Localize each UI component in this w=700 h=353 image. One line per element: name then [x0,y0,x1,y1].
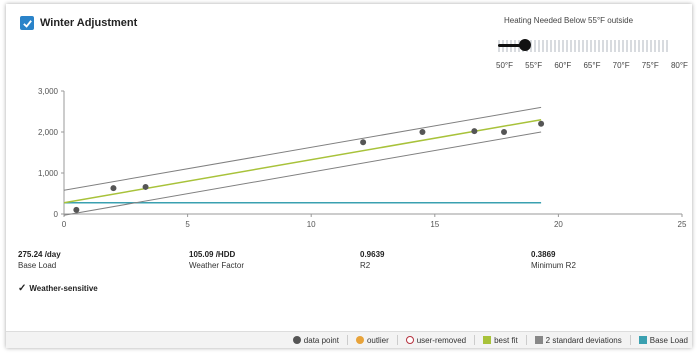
y-tick-label: 2,000 [38,128,59,137]
legend-label: Base Load [649,335,688,345]
slider-labels: 50°F 55°F 60°F 65°F 70°F 75°F 80°F [496,61,688,70]
panel-title: Winter Adjustment [40,17,138,29]
data-point[interactable] [142,183,149,190]
weather-sensitive-label: Weather-sensitive [29,284,98,293]
y-tick-label: 1,000 [38,169,59,178]
stat-weather-factor: 105.09 /HDD Weather Factor [189,249,244,271]
legend-item: outlier [355,335,389,345]
winter-adjustment-panel: Winter Adjustment Heating Needed Below 5… [6,4,692,348]
legend-item: 2 standard deviations [534,335,622,345]
data-point[interactable] [538,120,545,127]
legend-item: Base Load [638,335,688,345]
legend-label: data point [303,335,339,345]
legend-label: outlier [366,335,389,345]
legend-swatch [638,336,647,344]
legend-swatch [355,336,364,344]
stat-value: 275.24 /day [18,250,61,259]
x-tick-label: 5 [185,220,190,229]
stat-minimum-r2: 0.3869 Minimum R2 [531,249,576,271]
weather-sensitive-indicator: ✓ Weather-sensitive [18,283,98,294]
stat-label: R2 [360,261,371,270]
legend-swatch [405,336,414,344]
stat-label: Base Load [18,261,57,270]
stat-base-load: 275.24 /day Base Load [18,249,61,271]
data-point[interactable] [471,128,478,135]
chart-legend: data point outlier user-removed best fit 2 s… [6,331,692,348]
x-tick-label: 15 [430,220,439,229]
legend-swatch [534,336,543,344]
slider-track-background[interactable] [498,40,670,52]
legend-separator [396,335,398,345]
y-tick-label: 3,000 [38,87,59,96]
stat-value: 0.9639 [360,250,385,259]
y-tick-label: 0 [54,210,59,219]
panel-header: Winter Adjustment [20,16,137,30]
slider-label: 60°F [554,61,572,70]
legend-item: data point [292,335,339,345]
stat-r2: 0.9639 R2 [360,249,384,271]
legend-label: user-removed [416,335,467,345]
legend-separator [346,335,348,345]
stat-value: 0.3869 [531,250,556,259]
slider-label: 55°F [525,61,543,70]
x-tick-label: 25 [678,220,687,229]
x-tick-label: 10 [307,220,316,229]
slider-label: 70°F [612,61,630,70]
stat-label: Minimum R2 [531,261,576,270]
slider-label: 80°F [670,61,688,70]
data-point[interactable] [419,129,426,135]
x-tick-label: 0 [62,220,67,229]
lower-std-dev-line [63,131,542,216]
slider-label: 75°F [641,61,659,70]
slider-label: 65°F [583,61,601,70]
x-tick-label: 20 [554,220,563,229]
legend-label: 2 standard deviations [545,335,622,345]
legend-swatch [483,336,492,344]
legend-swatch [292,336,301,344]
data-point[interactable] [501,129,508,135]
legend-label: best fit [494,335,518,345]
legend-item: user-removed [405,335,467,345]
legend-separator [474,335,476,345]
stat-value: 105.09 /HDD [189,250,236,259]
slider-fill [498,44,526,47]
legend-separator [525,335,527,345]
data-point[interactable] [360,139,367,146]
checkmark-icon: ✓ [18,283,27,294]
slider-label: 50°F [496,61,513,70]
upper-std-dev-line [63,106,542,191]
legend-item: best fit [483,336,518,345]
data-point[interactable] [110,185,117,192]
winter-adjustment-checkbox[interactable] [20,16,34,30]
best-fit-line [63,118,542,204]
slider-thumb[interactable] [519,39,531,51]
data-point[interactable] [73,206,80,213]
slider-caption: Heating Needed Below 55°F outside [504,16,634,25]
stat-label: Weather Factor [189,261,244,270]
regression-chart: 0 1,000 2,000 3,000 0 5 10 15 20 25 [38,87,687,229]
checkmark-icon [22,19,32,28]
legend-separator [629,335,631,345]
